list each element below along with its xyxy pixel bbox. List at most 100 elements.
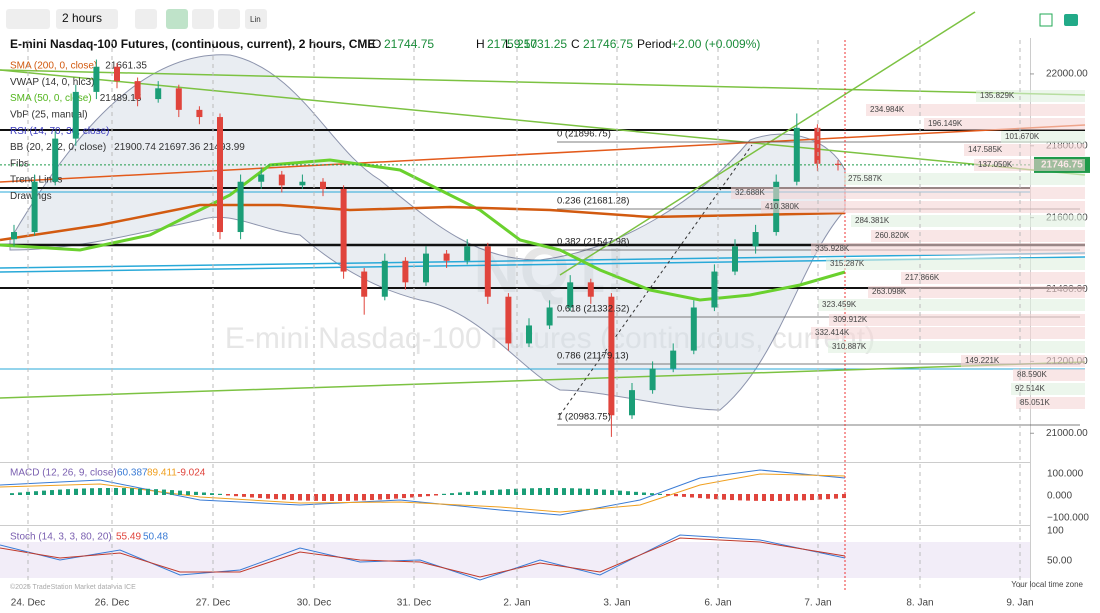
volume-profile-label: 88.590K [1017,370,1047,379]
macd-histogram [618,490,622,495]
volume-profile-label: 410.380K [765,202,800,211]
candle-body [175,88,182,110]
stoch-axis-label: 50.00 [1047,556,1072,567]
header-close: 21746.75 [583,37,633,51]
candle-body [278,174,285,186]
crosshair-button[interactable] [218,9,240,29]
macd-histogram [370,494,374,501]
header-period-label: Period [637,37,672,51]
interval-button[interactable] [56,9,118,29]
macd-histogram [106,488,110,495]
header-low-label: L [505,37,512,51]
header-close-label: C [571,37,580,51]
date-label: 2. Jan [503,598,530,609]
macd-histogram [42,490,46,495]
chart-type-button[interactable] [6,9,50,29]
scale-label: Lin [250,15,261,24]
fib-label: 0 (21896.75) [557,129,611,140]
volume-profile-label: 234.984K [870,105,905,114]
volume-profile-label: 149.221K [965,356,1000,365]
date-label: 3. Jan [603,598,630,609]
volume-profile-bar [924,118,1085,130]
macd-histogram [506,489,510,495]
indicator-name: SMA (200, 0, close) [10,61,97,72]
header-title: E-mini Nasdaq-100 Futures, (continuous, … [10,37,375,51]
macd-histogram [826,494,830,500]
header-low: 21731.25 [517,37,567,51]
macd-histogram [202,492,206,495]
volume-profile-label: 323.459K [822,300,857,309]
candle-body [52,138,59,182]
macd-histogram [66,489,70,495]
volume-profile-label: 275.587K [848,174,883,183]
volume-profile-label: 147.585K [968,145,1003,154]
macd-histogram [290,494,294,501]
macd-histogram [690,494,694,498]
volume-profile-label: 284.381K [855,216,890,225]
volume-profile-label: 137.050K [978,160,1013,169]
candle-body [690,307,697,351]
macd-histogram [98,488,102,495]
volume-profile-label: 260.820K [875,231,910,240]
volume-profile-bar [811,243,1085,255]
macd-histogram [346,494,350,501]
volume-profile-bar [871,230,1085,242]
macd-histogram [490,490,494,495]
header-open: 21744.75 [384,37,434,51]
macd-histogram [426,494,430,497]
volume-profile-label: 309.912K [833,315,868,324]
header-high: 21759.50 [487,37,537,51]
date-label: 6. Jan [704,598,731,609]
candle-body [443,253,450,261]
volume-profile-label: 263.098K [872,287,907,296]
candle-body [320,181,326,189]
macd-histogram [82,488,86,495]
time-button[interactable] [192,9,214,29]
macd-histogram [498,489,502,495]
candle-body [299,181,306,186]
macd-histogram [578,488,582,495]
candle-body [237,181,244,233]
macd-histogram [754,494,758,501]
macd-histogram [450,493,454,495]
scale-button[interactable] [245,9,267,29]
macd-histogram [562,488,566,495]
volume-profile-bar [1013,369,1085,381]
volume-profile-bar [868,286,1085,298]
macd-histogram [266,494,270,499]
macd-histogram [682,494,686,497]
indicator-button[interactable] [166,9,188,29]
macd-histogram [314,494,318,501]
macd-histogram [522,488,526,495]
volume-profile-label: 32.688K [735,188,765,197]
sma-200 [0,203,846,242]
macd-histogram [234,494,238,497]
macd-histogram [482,490,486,495]
macd-name: MACD (12, 26, 9, close) [10,468,117,479]
macd-histogram [298,494,302,501]
macd-histogram [762,494,766,501]
fullscreen-button[interactable] [1039,13,1053,27]
volume-profile-label: 196.149K [928,119,963,128]
macd-histogram [322,494,326,501]
macd-histogram [34,491,38,495]
macd-histogram [114,488,118,495]
macd-histogram [538,488,542,495]
macd-histogram [418,494,422,497]
macd-histogram [242,494,246,497]
date-label: 26. Dec [95,598,129,609]
volume-profile-bar [901,272,1085,284]
volume-profile-bar [731,187,1085,199]
macd-histogram [50,490,54,495]
snapshot-button[interactable] [1064,14,1078,26]
volume-profile-label: 92.514K [1015,384,1045,393]
volume-profile-bar [1016,397,1085,409]
macd-histogram [354,494,358,501]
date-label: 31. Dec [397,598,431,609]
candle-body [587,282,594,297]
macd-histogram [138,488,142,495]
fib-label: 0.382 (21547.98) [557,237,629,248]
macd-value: 60.387 [117,468,148,479]
settings-button[interactable] [135,9,157,29]
